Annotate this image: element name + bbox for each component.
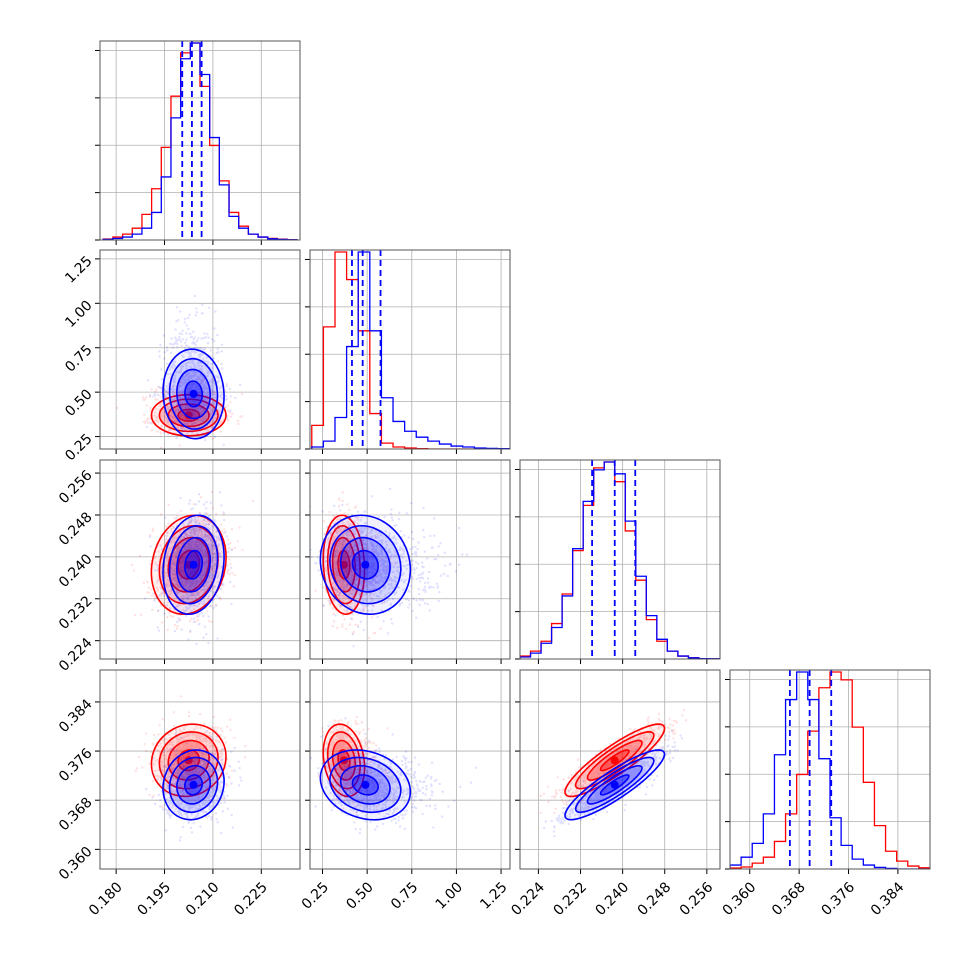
x-tick-label: 0.240 xyxy=(593,879,633,919)
blue-samples xyxy=(310,487,469,648)
x-tick-label: 1.00 xyxy=(433,879,466,912)
red-histogram xyxy=(311,251,510,449)
panel-content xyxy=(100,460,300,659)
blue-peak xyxy=(610,780,619,789)
panel-frame xyxy=(309,459,511,660)
x-tick-label: 0.360 xyxy=(720,879,760,919)
y-tick-label: 0.256 xyxy=(56,467,96,507)
panel-frame xyxy=(309,249,511,450)
panel-3-2 xyxy=(515,669,721,874)
blue-histogram xyxy=(102,42,298,240)
y-tick-label: 1.25 xyxy=(62,253,95,286)
y-tick-label: 0.25 xyxy=(62,431,95,464)
panel-frame xyxy=(519,459,721,660)
x-tick-label: 1.25 xyxy=(477,879,510,912)
y-tick-label: 0.248 xyxy=(56,509,96,549)
panel-0-0 xyxy=(95,40,301,245)
panel-frame xyxy=(99,669,301,870)
panel-2-2 xyxy=(515,459,721,664)
y-tick-label: 0.240 xyxy=(56,551,96,591)
x-tick-label: 0.75 xyxy=(388,879,421,912)
blue-histogram xyxy=(730,671,930,869)
x-tick-label: 0.50 xyxy=(343,879,376,912)
y-tick-label: 0.368 xyxy=(56,795,96,835)
y-tick-label: 0.376 xyxy=(56,745,96,785)
panel-content xyxy=(310,460,510,659)
panel-3-1 xyxy=(305,669,511,874)
panel-3-3 xyxy=(725,669,931,874)
panel-content xyxy=(520,670,720,869)
blue-peak xyxy=(189,389,198,398)
x-tick-label: 0.210 xyxy=(183,879,223,919)
y-tick-label: 0.50 xyxy=(62,386,95,419)
x-tick-label: 0.224 xyxy=(508,879,548,919)
panel-2-1 xyxy=(305,459,511,664)
red-histogram xyxy=(520,461,720,659)
panel-content xyxy=(730,670,930,869)
x-tick-label: 0.180 xyxy=(86,879,126,919)
x-tick-label: 0.25 xyxy=(299,879,332,912)
panel-2-0 xyxy=(95,459,301,664)
x-tick-label: 0.248 xyxy=(635,879,675,919)
panel-frame xyxy=(519,669,721,870)
blue-samples xyxy=(145,730,243,842)
red-histogram xyxy=(730,671,930,869)
panel-frame xyxy=(729,669,931,870)
y-tick-label: 0.224 xyxy=(56,635,96,675)
panel-3-0 xyxy=(95,669,301,874)
x-tick-label: 0.376 xyxy=(818,879,858,919)
panel-content xyxy=(310,250,510,449)
panel-frame xyxy=(99,249,301,450)
red-peak xyxy=(339,560,348,569)
panel-content xyxy=(100,41,300,240)
x-tick-label: 0.256 xyxy=(677,879,717,919)
blue-peak xyxy=(361,780,370,789)
blue-peak xyxy=(189,780,198,789)
panel-content xyxy=(100,250,300,449)
y-tick-label: 0.75 xyxy=(62,342,95,375)
x-tick-label: 0.384 xyxy=(868,879,908,919)
y-tick-label: 0.384 xyxy=(56,696,96,736)
panel-frame xyxy=(99,459,301,660)
panel-frame xyxy=(309,669,511,870)
x-tick-label: 0.195 xyxy=(134,879,174,919)
panel-content xyxy=(310,670,510,869)
y-tick-label: 0.360 xyxy=(56,844,96,884)
x-tick-label: 0.368 xyxy=(769,879,809,919)
blue-peak xyxy=(361,560,370,569)
red-peak xyxy=(610,756,619,765)
blue-histogram xyxy=(311,251,510,449)
y-tick-label: 1.00 xyxy=(62,298,95,331)
blue-histogram xyxy=(520,461,720,659)
x-tick-label: 0.232 xyxy=(550,879,590,919)
panel-1-1 xyxy=(305,249,511,454)
panel-content xyxy=(520,460,720,659)
panel-content xyxy=(100,670,300,869)
x-tick-label: 0.225 xyxy=(231,879,271,919)
panel-1-0 xyxy=(95,249,301,454)
y-tick-label: 0.232 xyxy=(56,593,96,633)
panel-frame xyxy=(99,40,301,241)
blue-peak xyxy=(189,560,198,569)
